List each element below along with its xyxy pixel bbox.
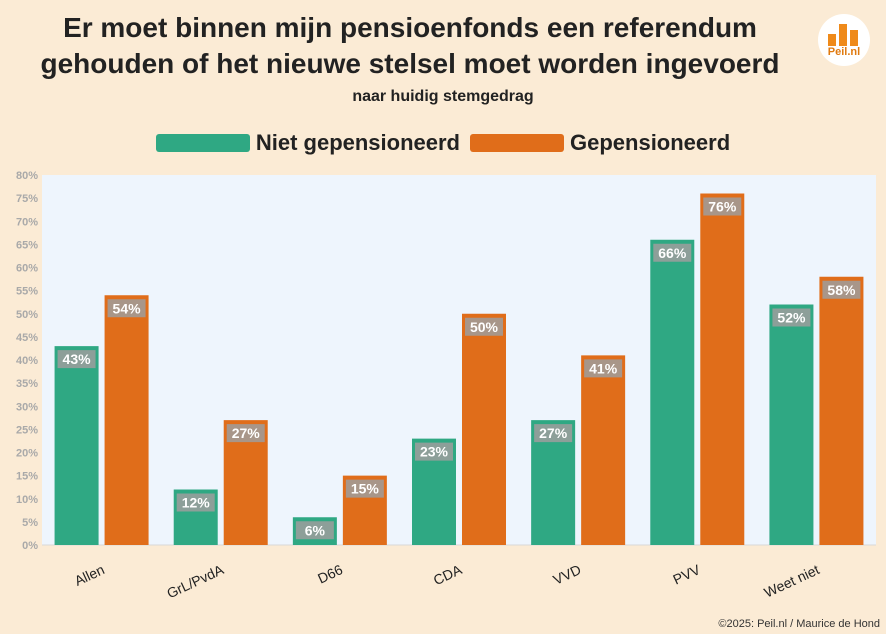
data-label-box	[415, 442, 453, 461]
data-label: 12%	[182, 495, 211, 511]
data-label-box	[465, 317, 503, 336]
x-tick-label: D66	[315, 561, 345, 586]
legend-label-series-2: Gepensioneerd	[570, 130, 731, 155]
data-label: 6%	[305, 522, 326, 538]
data-label: 27%	[232, 425, 261, 441]
data-label-box	[703, 197, 742, 216]
y-tick-label: 25%	[16, 424, 38, 436]
x-tick-label: CDA	[431, 561, 465, 588]
legend-swatch-series-1	[155, 134, 250, 152]
data-label-box	[584, 359, 623, 378]
legend-label-series-1: Niet gepensioneerd	[255, 130, 460, 155]
y-tick-label: 20%	[16, 448, 38, 460]
data-label: 66%	[658, 245, 687, 261]
x-tick-label: Weet niet	[762, 561, 822, 600]
bar	[581, 355, 626, 545]
y-tick-label: 80%	[16, 170, 38, 182]
data-label: 50%	[470, 319, 499, 335]
chart-title-line-2: gehouden of het nieuwe stelsel moet word…	[40, 48, 780, 79]
peil-logo: Peil.nl	[818, 14, 870, 66]
data-label-box	[295, 521, 334, 540]
x-tick-label: Allen	[72, 561, 107, 589]
bar	[462, 313, 506, 545]
logo-text: Peil.nl	[827, 46, 861, 58]
legend-item-series-2: Gepensioneerd	[470, 130, 730, 156]
bar	[769, 304, 814, 545]
y-tick-label: 30%	[16, 401, 38, 413]
x-tick-label: VVD	[551, 561, 584, 588]
data-label: 58%	[827, 282, 856, 298]
y-tick-label: 60%	[16, 263, 38, 275]
y-tick-label: 45%	[16, 332, 38, 344]
chart-title: Er moet binnen mijn pensioenfonds een re…	[0, 10, 820, 82]
bar-chart-logo-icon	[828, 22, 860, 46]
copyright-footer: ©2025: Peil.nl / Maurice de Hond	[718, 618, 880, 630]
data-label-box	[226, 424, 265, 443]
bar	[104, 295, 149, 545]
bar	[54, 346, 99, 545]
chart-title-line-1: Er moet binnen mijn pensioenfonds een re…	[63, 12, 757, 43]
chart-legend: Niet gepensioneerd Gepensioneerd	[0, 130, 886, 156]
data-label-box	[822, 280, 861, 299]
data-label: 41%	[589, 360, 618, 376]
data-label-box	[57, 350, 96, 369]
x-tick-label: PVV	[670, 561, 703, 588]
y-tick-label: 65%	[16, 239, 38, 251]
chart-subtitle: naar huidig stemgedrag	[352, 88, 534, 105]
data-label-box	[176, 493, 215, 512]
y-tick-label: 55%	[16, 286, 38, 298]
y-tick-label: 70%	[16, 216, 38, 228]
plot-area	[42, 175, 876, 545]
y-tick-label: 40%	[16, 355, 38, 367]
data-label-box	[772, 308, 811, 327]
data-label: 43%	[63, 351, 92, 367]
data-label: 76%	[708, 199, 737, 215]
legend-swatch-series-2	[470, 134, 564, 152]
data-label: 52%	[777, 310, 806, 326]
data-label-box	[345, 479, 384, 498]
data-label: 54%	[113, 300, 142, 316]
bar	[650, 239, 695, 545]
y-tick-label: 50%	[16, 309, 38, 321]
y-tick-label: 5%	[22, 517, 38, 529]
data-label-box	[653, 243, 692, 262]
x-tick-label: GrL/PvdA	[164, 561, 226, 601]
y-tick-label: 35%	[16, 378, 38, 390]
data-label: 23%	[420, 444, 449, 460]
data-label: 15%	[351, 481, 380, 497]
data-label: 27%	[539, 425, 568, 441]
bar	[819, 276, 864, 545]
y-tick-label: 0%	[22, 540, 38, 552]
data-label-box	[534, 424, 573, 443]
y-tick-label: 15%	[16, 471, 38, 483]
data-label-box	[107, 299, 146, 318]
legend-item-series-1: Niet gepensioneerd	[155, 130, 460, 156]
y-tick-label: 75%	[16, 193, 38, 205]
bar	[700, 193, 745, 545]
y-tick-label: 10%	[16, 494, 38, 506]
